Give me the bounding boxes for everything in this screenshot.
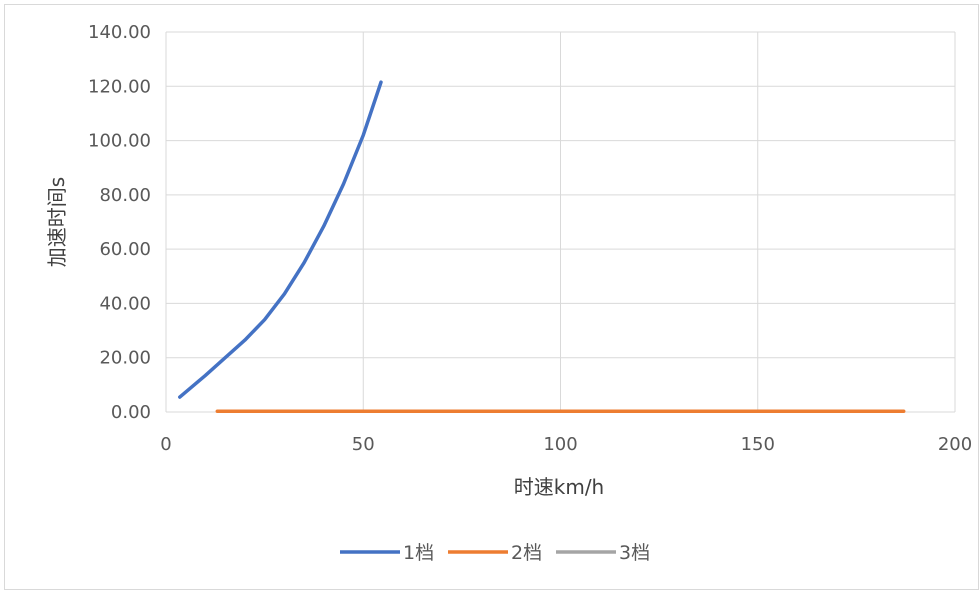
legend-label: 3档: [619, 542, 650, 564]
y-tick-label: 0.00: [111, 402, 151, 423]
y-tick-label: 40.00: [99, 293, 151, 314]
y-tick-label: 120.00: [88, 76, 151, 97]
x-axis-title: 时速km/h: [514, 475, 604, 499]
x-tick-label: 50: [352, 434, 375, 455]
y-tick-label: 80.00: [99, 185, 151, 206]
gridlines: [165, 31, 956, 413]
x-tick-label: 100: [543, 434, 577, 455]
x-tick-label: 0: [160, 434, 171, 455]
y-tick-label: 20.00: [99, 348, 151, 369]
x-tick-label: 200: [938, 434, 972, 455]
series-line-1档: [178, 80, 383, 399]
y-axis-title: 加速时间s: [45, 177, 69, 267]
legend-label: 2档: [511, 542, 542, 564]
tick-labels: 0.00 20.00 40.00 60.00 80.00 100.00 120.00 140.…: [88, 22, 972, 455]
legend: 1档 2档 3档: [340, 542, 650, 564]
y-tick-label: 60.00: [99, 239, 151, 260]
legend-label: 1档: [403, 542, 434, 564]
series-lines: [178, 80, 906, 413]
x-tick-label: 150: [741, 434, 775, 455]
y-tick-label: 100.00: [88, 131, 151, 152]
y-tick-label: 140.00: [88, 22, 151, 43]
